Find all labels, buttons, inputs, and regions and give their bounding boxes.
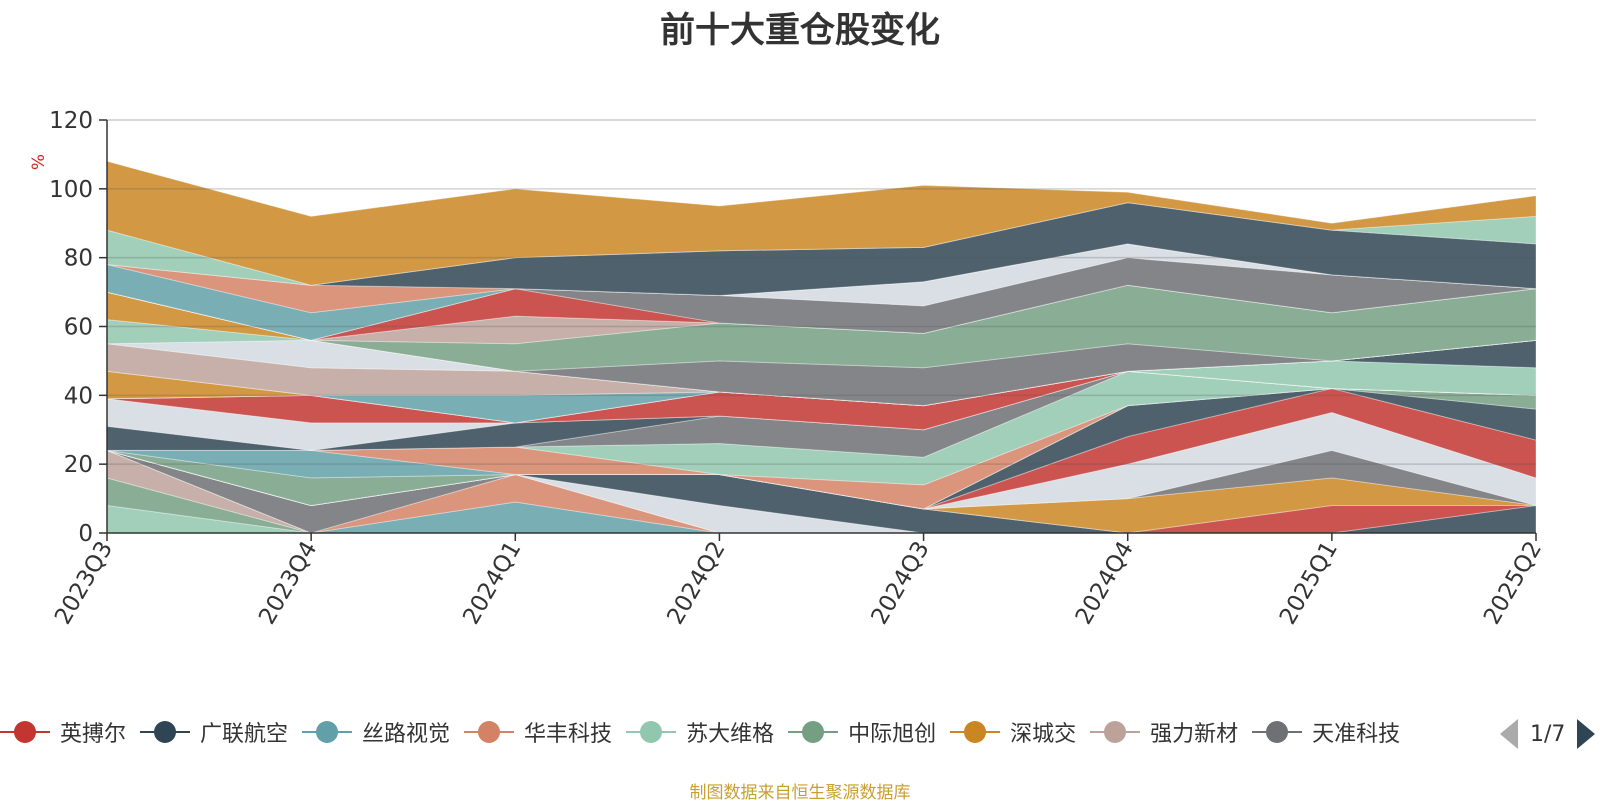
x-tick-label: 2023Q3	[50, 537, 118, 629]
legend-next-icon[interactable]	[1577, 719, 1596, 749]
y-tick-label: 20	[64, 452, 93, 478]
area-series-14	[106, 387, 1537, 510]
area-layers	[106, 160, 1537, 534]
y-tick-label: 120	[49, 108, 93, 134]
area-series-9	[106, 449, 1537, 534]
grid-lines	[107, 119, 1536, 465]
area-series-28	[106, 339, 1537, 407]
legend-label: 丝路视觉	[362, 722, 451, 747]
legend-item[interactable]: 广联航空	[140, 712, 288, 752]
x-tick-label: 2025Q2	[1479, 537, 1547, 629]
area-series-4	[106, 449, 1536, 534]
legend-page-indicator: 1/7	[1530, 721, 1566, 747]
chart-title: 前十大重仓股变化	[659, 11, 940, 51]
area-series-35	[106, 257, 1537, 341]
legend-marker-icon	[302, 720, 353, 744]
legend-marker-icon	[1252, 720, 1303, 744]
legend-item[interactable]: 天准科技	[1252, 712, 1400, 752]
legend-item[interactable]: 中际旭创	[788, 712, 936, 752]
x-tick-label: 2024Q4	[1071, 537, 1139, 629]
y-tick-label: 60	[64, 315, 93, 341]
legend-marker-icon	[140, 720, 191, 744]
legend-marker-icon	[626, 720, 677, 744]
legend-marker-icon	[788, 720, 839, 744]
area-series-41	[106, 160, 1537, 286]
legend-marker-icon	[950, 720, 1001, 744]
area-series-23	[106, 360, 1537, 424]
legend-item[interactable]: 丝路视觉	[302, 712, 450, 752]
x-tick-label: 2024Q3	[867, 537, 935, 629]
legend-item[interactable]: 华丰科技	[464, 712, 612, 752]
legend-item[interactable]: 苏大维格	[626, 712, 774, 752]
y-axis-unit: %	[29, 154, 49, 170]
legend-label: 深城交	[1010, 722, 1077, 747]
legend-label: 广联航空	[200, 722, 289, 747]
area-series-24	[106, 339, 1537, 424]
legend-marker-icon	[0, 720, 50, 744]
area-series-5	[106, 449, 1536, 534]
legend-marker-icon	[1090, 720, 1141, 744]
area-series-7	[106, 449, 1537, 534]
area-series-37	[106, 243, 1537, 341]
area-series-13	[106, 387, 1537, 510]
area-series-27	[106, 339, 1537, 407]
area-series-30	[106, 291, 1537, 407]
x-tick-label: 2024Q2	[662, 537, 730, 629]
legend-label: 英搏尔	[60, 722, 127, 747]
legend-prev-icon[interactable]	[1500, 719, 1518, 749]
legend-label: 华丰科技	[524, 722, 613, 747]
x-tick-label: 2025Q1	[1275, 537, 1343, 629]
legend: 英搏尔 广联航空 丝路视觉 华丰科技 苏大维格 中际旭创 深城交 强力新材 天准科技	[0, 712, 1482, 752]
legend-label: 苏大维格	[686, 722, 775, 747]
legend-label: 强力新材	[1150, 722, 1239, 747]
y-tick-label: 0	[78, 521, 93, 547]
area-series-10	[106, 449, 1537, 510]
area-series-34	[106, 284, 1537, 341]
area-series-29	[106, 319, 1537, 407]
legend-item[interactable]: 深城交	[950, 712, 1076, 752]
y-tick-label: 40	[64, 383, 93, 409]
legend-label: 中际旭创	[848, 722, 937, 747]
legend-pager: 1/7	[1500, 714, 1596, 754]
data-source-note: 制图数据来自恒生聚源数据库	[689, 783, 911, 803]
x-tick-label: 2024Q1	[458, 537, 526, 629]
x-tick-label: 2023Q4	[254, 537, 322, 629]
area-series-31	[106, 291, 1537, 407]
y-tick-label: 80	[64, 246, 93, 272]
area-series-11	[106, 412, 1537, 510]
area-series-12	[106, 387, 1537, 510]
legend-label: 天准科技	[1312, 722, 1401, 747]
legend-item[interactable]: 英搏尔	[0, 712, 126, 752]
y-tick-label: 100	[49, 177, 93, 203]
legend-marker-icon	[464, 720, 515, 744]
area-series-6	[106, 449, 1536, 534]
area-series-8	[106, 449, 1537, 534]
legend-item[interactable]: 强力新材	[1090, 712, 1238, 752]
